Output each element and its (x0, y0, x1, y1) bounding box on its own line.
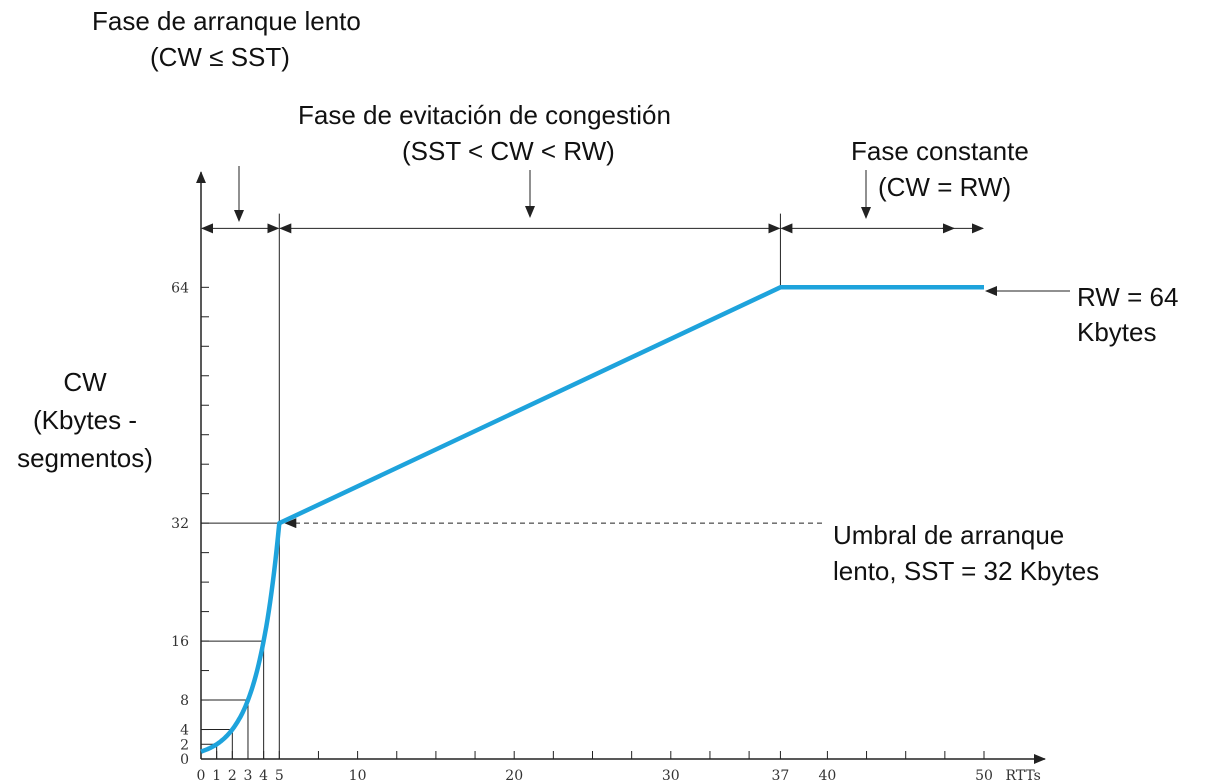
y-tick-label-1: 2 (180, 737, 189, 753)
slow-start-condition: (CW ≤ SST) (150, 42, 290, 72)
y-axis-label-line3: segmentos) (17, 443, 153, 473)
y-tick-label-0: 0 (180, 752, 189, 768)
rw-unit-label: Kbytes (1077, 317, 1157, 347)
y-tick-label-5: 32 (171, 516, 189, 532)
slow-start-title: Fase de arranque lento (92, 6, 361, 36)
y-axis-label-line1: CW (63, 367, 107, 397)
x-tick-label-3: 3 (244, 768, 253, 781)
axis-ticks (200, 286, 985, 759)
sst-value-label: lento, SST = 32 Kbytes (833, 556, 1099, 586)
x-tick-label-4: 4 (259, 768, 268, 781)
x-tick-label-11: 50 (975, 768, 993, 781)
y-tick-label-2: 4 (180, 723, 189, 739)
guide-lines (201, 213, 781, 759)
x-tick-label-12: RTTs (1005, 768, 1040, 781)
avoidance-title: Fase de evitación de congestión (298, 100, 671, 130)
x-tick-label-10: 40 (818, 768, 836, 781)
constant-title: Fase constante (851, 136, 1029, 166)
x-tick-label-2: 2 (228, 768, 237, 781)
series-layer (200, 285, 985, 754)
phase-arrows (201, 166, 1070, 529)
x-tick-label-1: 1 (212, 768, 221, 781)
rw-label: RW = 64 (1077, 282, 1178, 312)
x-tick-label-7: 20 (505, 768, 523, 781)
x-tick-label-5: 5 (275, 768, 284, 781)
x-tick-label-0: 0 (197, 768, 206, 781)
y-tick-label-3: 8 (180, 693, 189, 709)
x-tick-label-6: 10 (349, 768, 367, 781)
x-tick-label-9: 37 (772, 768, 790, 781)
avoidance-condition: (SST < CW < RW) (402, 136, 615, 166)
constant-condition: (CW = RW) (878, 172, 1011, 202)
axes (196, 171, 1046, 764)
y-tick-label-4: 16 (171, 634, 189, 650)
sst-label: Umbral de arranque (833, 520, 1064, 550)
y-tick-label-6: 64 (171, 280, 189, 296)
y-axis-label-line2: (Kbytes - (33, 405, 137, 435)
cw-curve-series (200, 285, 984, 754)
x-tick-label-8: 30 (662, 768, 680, 781)
